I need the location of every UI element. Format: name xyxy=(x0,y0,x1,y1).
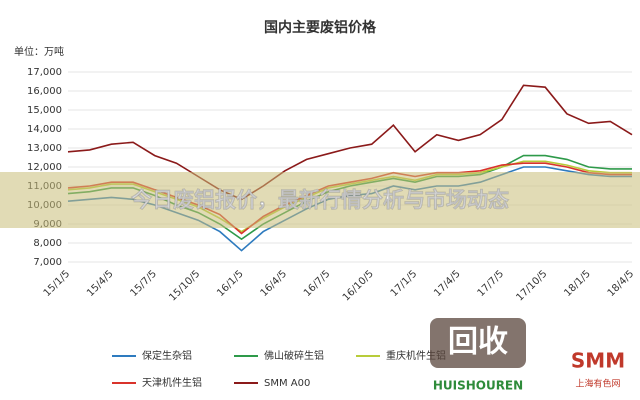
x-tick-label: 17/1/5 xyxy=(389,268,420,299)
logo-mark: 回收 xyxy=(448,325,508,360)
y-tick-label: 14,000 xyxy=(27,124,62,135)
y-tick-label: 17,000 xyxy=(27,67,62,78)
x-tick-label: 18/1/5 xyxy=(562,268,593,299)
y-tick-label: 16,000 xyxy=(27,86,62,97)
x-tick-label: 15/10/5 xyxy=(167,268,202,303)
logo-brand: HUISHOUREN xyxy=(433,379,523,393)
x-tick-label: 16/1/5 xyxy=(215,268,246,299)
banner-title: 今日废铝报价，最新行情分析与市场动态 xyxy=(131,188,509,212)
banner-bg xyxy=(0,172,640,228)
x-tick-label: 15/4/5 xyxy=(85,268,116,299)
chart-title: 国内主要废铝价格 xyxy=(264,19,377,36)
x-tick-label: 16/10/5 xyxy=(341,268,376,303)
y-tick-label: 12,000 xyxy=(27,162,62,173)
x-tick-label: 15/1/5 xyxy=(42,268,73,299)
legend-label: 保定生杂铝 xyxy=(142,349,192,362)
x-tick-label: 15/7/5 xyxy=(128,268,159,299)
logo: 回收 HUISHOUREN SMM 上海有色网 xyxy=(430,318,625,393)
legend-label: 佛山破碎生铝 xyxy=(264,349,324,362)
y-tick-label: 7,000 xyxy=(33,257,62,268)
smm-sub: 上海有色网 xyxy=(575,378,620,390)
x-tick-label: 17/4/5 xyxy=(432,268,463,299)
x-tick-label: 17/10/5 xyxy=(514,268,549,303)
legend-label: SMM A00 xyxy=(264,378,310,389)
unit-label: 单位：万吨 xyxy=(14,45,64,58)
y-tick-label: 13,000 xyxy=(27,143,62,154)
series-line xyxy=(67,84,633,201)
y-tick-label: 8,000 xyxy=(33,238,62,249)
x-tick-label: 16/7/5 xyxy=(302,268,333,299)
x-tick-label: 16/4/5 xyxy=(259,268,290,299)
y-tick-label: 15,000 xyxy=(27,105,62,116)
x-tick-label: 17/7/5 xyxy=(476,268,507,299)
logo-box xyxy=(430,318,526,368)
x-tick-label: 18/4/5 xyxy=(606,268,637,299)
legend-label: 天津机件生铝 xyxy=(142,376,202,389)
smm-logo: SMM xyxy=(571,349,625,373)
